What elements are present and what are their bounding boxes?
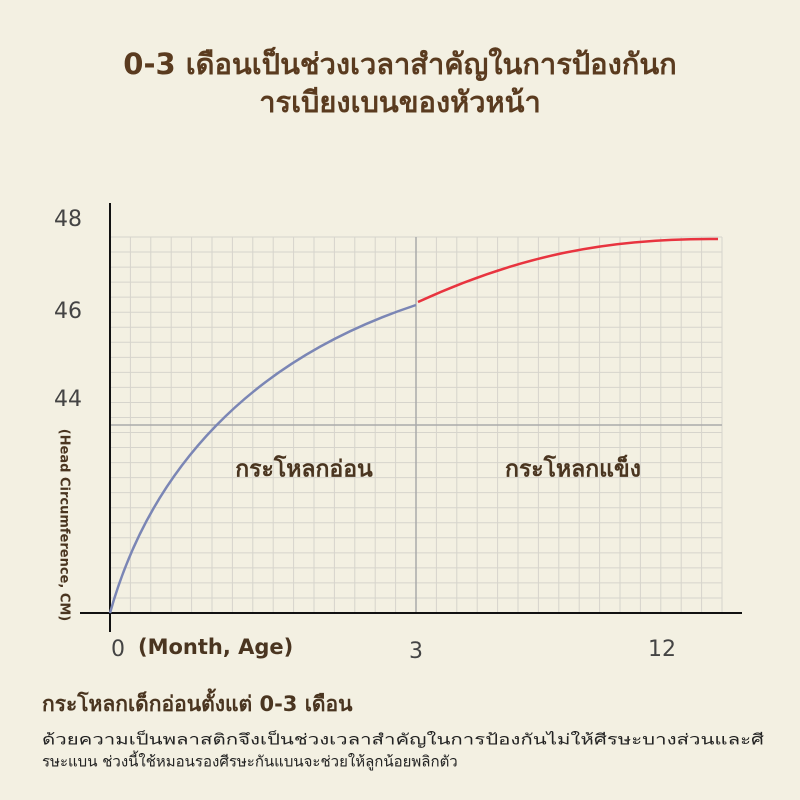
- region-label: กระโหลกอ่อน: [235, 455, 373, 483]
- y-tick-label: 48: [54, 207, 82, 232]
- footer-text: ด้วยความเป็นพลาสติกจึงเป็นช่วงเวลาสำคัญใ…: [42, 730, 765, 749]
- y-tick-label: 46: [54, 299, 82, 324]
- soft-skull-curve: [108, 303, 417, 614]
- y-tick-label: 44: [54, 387, 82, 412]
- x-tick-label: 12: [648, 637, 676, 662]
- region-label: กระโหลกแข็ง: [505, 454, 641, 483]
- footer-text: รษะแบน ช่วงนี้ใช้หมอนรองศีรษะกันแบนจะช่ว…: [42, 751, 458, 771]
- x-tick-label: 3: [409, 639, 423, 664]
- title-line: ารเบียงเบนของหัวหน้า: [259, 85, 541, 119]
- hard-skull-curve: [417, 237, 719, 304]
- x-tick-label: 0: [111, 637, 125, 662]
- footer-heading: กระโหลกเด็กอ่อนตั้งแต่ 0-3 เดือน: [42, 688, 353, 716]
- y-axis-title: (Head Circumference, CM): [57, 429, 72, 622]
- x-axis-title: (Month, Age): [138, 635, 293, 659]
- title-line: 0-3 เดือนเป็นช่วงเวลาสำคัญในการป้องกันก: [123, 46, 676, 82]
